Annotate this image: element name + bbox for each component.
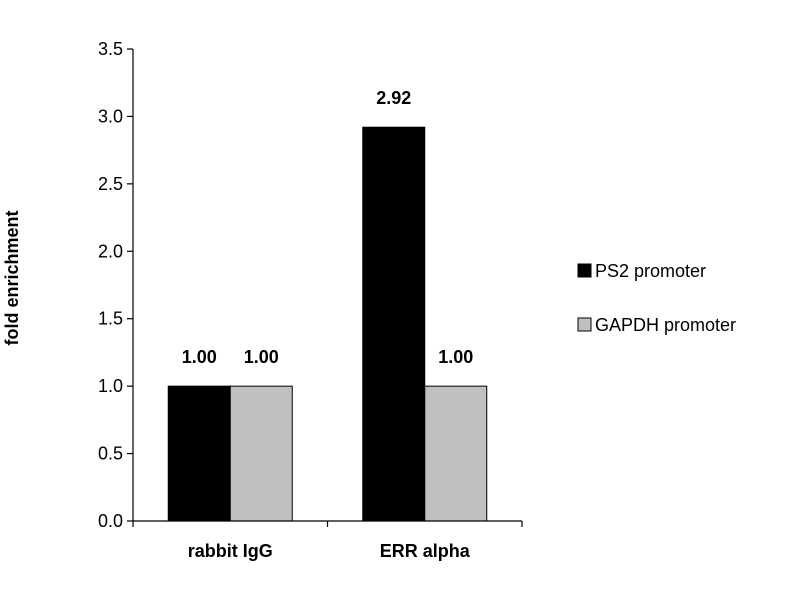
- x-category-label: rabbit IgG: [188, 541, 273, 561]
- data-label: 1.00: [182, 347, 217, 367]
- y-tick-label: 2.0: [98, 241, 123, 261]
- bar: [424, 385, 488, 522]
- data-label: 1.00: [438, 347, 473, 367]
- x-axis: rabbit IgG ERR alpha: [132, 520, 523, 561]
- data-label: 1.00: [244, 347, 279, 367]
- bar: [362, 126, 426, 522]
- legend-label: PS2 promoter: [595, 261, 706, 281]
- legend: PS2 promoter GAPDH promoter: [577, 261, 736, 335]
- data-label: 2.92: [376, 88, 411, 108]
- y-axis: 0.0 0.5 1.0 1.5 2.0 2.5 3.0 3.5: [98, 39, 134, 531]
- y-tick-label: 2.5: [98, 174, 123, 194]
- y-tick-label: 3.5: [98, 39, 123, 59]
- y-tick-label: 1.0: [98, 376, 123, 396]
- x-category-label: ERR alpha: [380, 541, 471, 561]
- bars: 1.00 1.00 2.92 1.00: [167, 88, 488, 522]
- y-tick-label: 3.0: [98, 106, 123, 126]
- legend-swatch: [577, 263, 592, 278]
- legend-label: GAPDH promoter: [595, 315, 736, 335]
- y-axis-title: fold enrichment: [2, 210, 22, 345]
- y-tick-label: 0.0: [98, 511, 123, 531]
- y-tick-label: 1.5: [98, 309, 123, 329]
- bar: [167, 385, 231, 522]
- y-tick-label: 0.5: [98, 444, 123, 464]
- bar: [229, 385, 293, 522]
- legend-swatch: [577, 317, 592, 332]
